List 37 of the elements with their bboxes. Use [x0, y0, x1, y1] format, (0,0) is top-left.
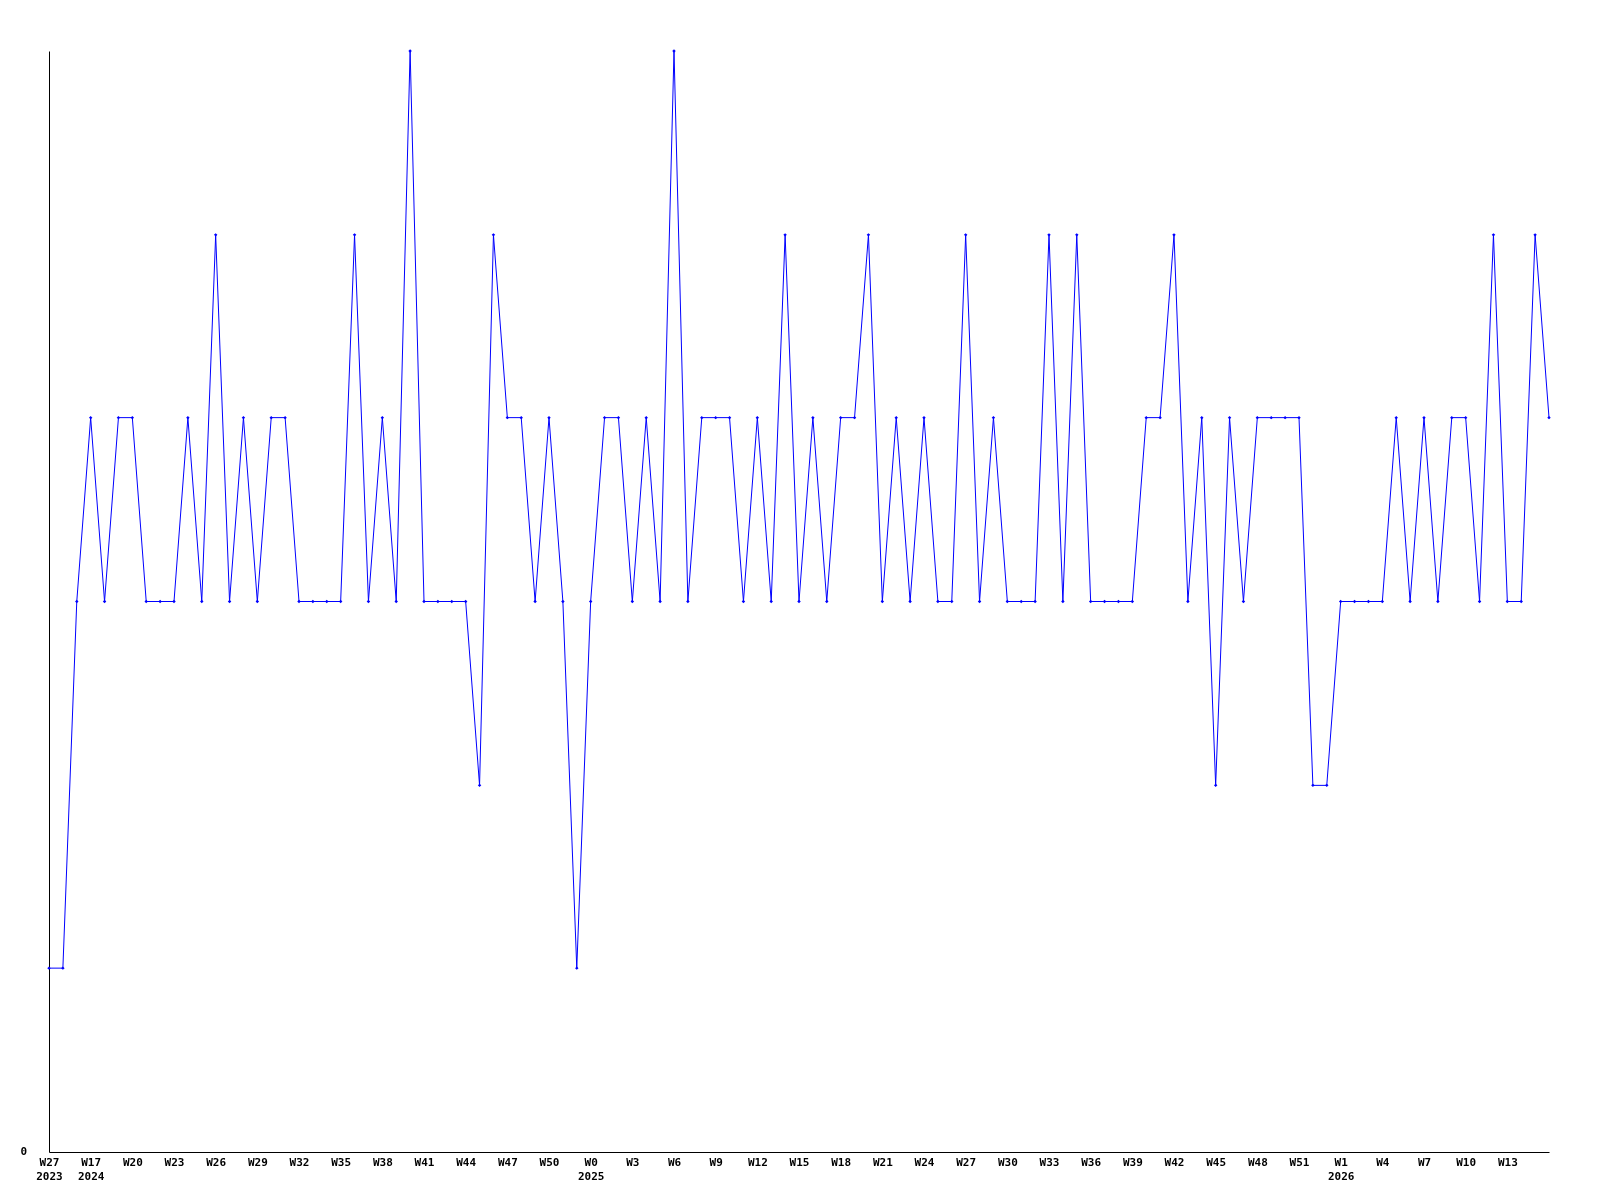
x-tick-label: W50 — [539, 1155, 560, 1169]
x-tick-label: W21 — [872, 1155, 894, 1169]
x-tick-label: W41 — [414, 1155, 435, 1169]
x-tick-label: W3 — [626, 1155, 640, 1169]
x-tick-label: W27 — [956, 1155, 977, 1169]
x-tick-label: W1 2026 — [1327, 1155, 1355, 1183]
x-tick-label: W10 — [1456, 1155, 1477, 1169]
x-tick-label: W7 — [1417, 1155, 1432, 1169]
x-tick-label: W17 2024 — [77, 1155, 105, 1183]
x-tick-label: W38 — [372, 1155, 393, 1169]
x-tick-label: W51 — [1289, 1155, 1310, 1169]
x-tick-label: W30 — [997, 1155, 1018, 1169]
x-tick-label: W20 — [122, 1155, 143, 1169]
x-tick-label: W35 — [331, 1155, 352, 1169]
x-tick-label: W27 2023 — [36, 1155, 63, 1183]
x-tick-label: W4 — [1376, 1155, 1390, 1169]
x-tick-label: W0 2025 — [577, 1155, 605, 1183]
x-tick-label: W18 — [831, 1155, 852, 1169]
x-tick-label: W47 — [497, 1155, 518, 1169]
x-tick-label: W45 — [1206, 1155, 1227, 1169]
x-tick-label: W26 — [206, 1155, 227, 1169]
x-tick-label: W13 — [1497, 1155, 1518, 1169]
x-tick-label: W12 — [747, 1155, 768, 1169]
x-tick-label: W42 — [1164, 1155, 1185, 1169]
x-tick-label: W39 — [1122, 1155, 1143, 1169]
x-tick-label: W23 — [164, 1155, 185, 1169]
x-tick-label: W9 — [709, 1155, 723, 1169]
x-tick-label: W36 — [1081, 1155, 1102, 1169]
x-tick-label: W48 — [1247, 1155, 1268, 1169]
x-tick-label: W33 — [1039, 1155, 1060, 1169]
x-tick-label: W32 — [289, 1155, 310, 1169]
x-tick-label: W24 — [914, 1155, 935, 1169]
x-tick-label: W15 — [789, 1155, 810, 1169]
x-tick-label: W6 — [667, 1155, 682, 1169]
x-tick-label: W29 — [247, 1155, 268, 1169]
x-tick-label: W44 — [456, 1155, 477, 1169]
text: 0 — [20, 1145, 27, 1158]
